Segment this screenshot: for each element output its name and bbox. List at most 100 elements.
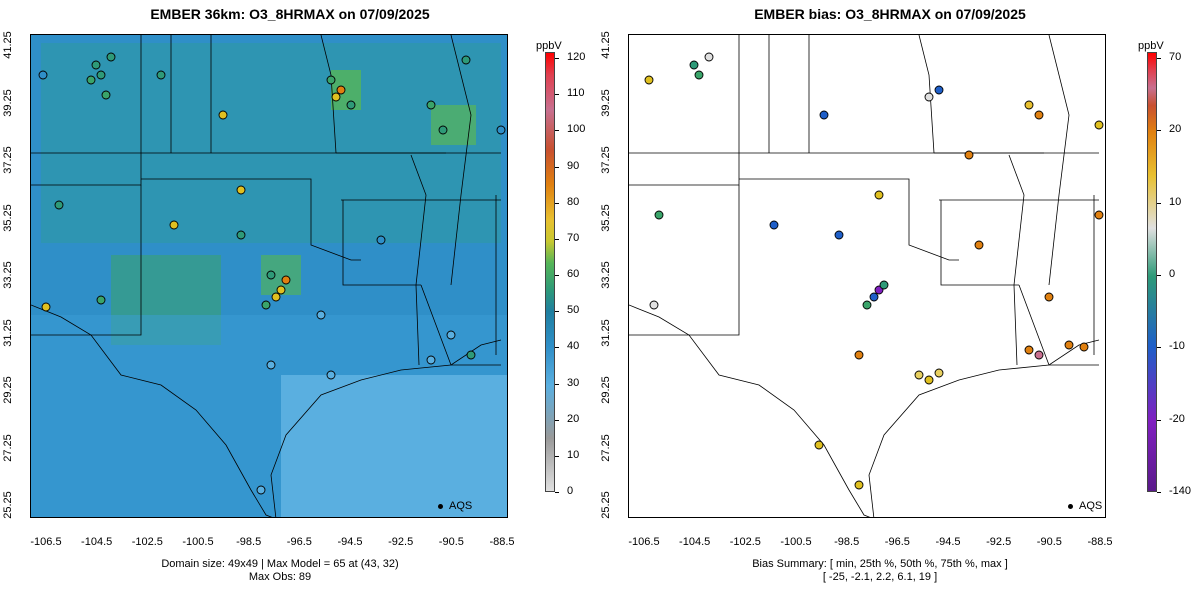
obs-point	[101, 90, 111, 100]
obs-point	[376, 235, 386, 245]
obs-point	[261, 300, 271, 310]
bias-point	[934, 85, 944, 95]
bias-point	[1094, 210, 1104, 220]
obs-point	[336, 85, 346, 95]
bias-legend: AQS	[1068, 500, 1102, 512]
obs-point	[346, 100, 356, 110]
bias-map-svg	[629, 35, 1105, 517]
bias-point	[814, 440, 824, 450]
colorbar-tick-mark	[1157, 347, 1161, 349]
obs-point	[91, 60, 101, 70]
obs-point	[461, 55, 471, 65]
bias-point	[879, 280, 889, 290]
bias-point	[644, 75, 654, 85]
bias-point	[924, 92, 934, 102]
bias-map-title: EMBER bias: O3_8HRMAX on 07/09/2025	[754, 6, 1026, 22]
obs-point	[326, 75, 336, 85]
lat-tick-label: 41.25	[1, 31, 14, 59]
state-borders	[629, 35, 1099, 366]
model-footer-line2: Max Obs: 89	[248, 571, 312, 583]
colorbar-tick-mark	[1157, 275, 1161, 276]
obs-point	[266, 360, 276, 370]
colorbar-tick-label: 20	[1169, 123, 1182, 136]
colorbar-tick-mark	[555, 311, 559, 313]
colorbar-tick-label: 30	[567, 376, 580, 389]
obs-point	[426, 355, 436, 365]
obs-point	[438, 125, 448, 135]
lon-tick-label: -98.5	[236, 536, 262, 548]
colorbar-tick-label: 20	[567, 412, 580, 425]
lon-tick-label: -92.5	[388, 536, 414, 548]
obs-point	[496, 125, 506, 135]
bias-point	[1044, 292, 1054, 302]
colorbar-tick-mark	[555, 58, 559, 59]
colorbar-tick-mark	[555, 419, 559, 421]
colorbar-tick-mark	[555, 166, 559, 168]
bias-point	[1024, 100, 1034, 110]
aqs-marker-icon	[1068, 503, 1073, 509]
bias-point	[694, 70, 704, 80]
model-map-title: EMBER 36km: O3_8HRMAX on 07/09/2025	[150, 6, 430, 22]
bias-footer-line1: Bias Summary: [ min, 25th %, 50th %, 75t…	[752, 558, 1008, 570]
lat-tick-label: 35.25	[599, 203, 612, 232]
observation-sites	[38, 52, 506, 495]
bias-point	[862, 300, 872, 310]
colorbar-tick-mark	[1157, 419, 1161, 421]
lat-tick-label: 31.25	[1, 318, 14, 347]
model-map-svg	[31, 35, 507, 517]
bias-panel: EMBER bias: O3_8HRMAX on 07/09/2025	[600, 0, 1200, 600]
colorbar-tick-mark	[1157, 58, 1161, 59]
lat-tick-label: 37.25	[1, 146, 14, 174]
lat-tick-label: 29.25	[599, 376, 612, 404]
obs-point	[106, 52, 116, 62]
bias-point	[654, 210, 664, 220]
bias-point	[1034, 350, 1044, 360]
lon-tick-label: -100.5	[780, 536, 812, 548]
lat-tick-label: 39.25	[599, 88, 612, 117]
obs-point	[256, 485, 266, 495]
obs-point	[446, 330, 456, 340]
bias-legend-label: AQS	[1079, 500, 1103, 512]
lat-tick-label: 41.25	[599, 31, 612, 59]
model-field-gulf	[281, 375, 507, 517]
aqs-marker-icon	[438, 503, 443, 509]
lon-tick-label: -94.5	[935, 536, 961, 548]
colorbar-tick-mark	[1157, 202, 1161, 204]
colorbar-tick-label: 120	[567, 51, 586, 63]
lon-tick-label: -102.5	[729, 536, 761, 548]
lon-tick-label: -92.5	[986, 536, 1012, 548]
bias-colorbar	[1147, 52, 1157, 492]
bias-point	[854, 350, 864, 360]
bias-point	[1064, 340, 1074, 350]
model-footer-line1: Domain size: 49x49 | Max Model = 65 at (…	[161, 558, 399, 570]
bias-map	[628, 34, 1106, 518]
model-panel: EMBER 36km: O3_8HRMAX on 07/09/2025	[1, 6, 586, 583]
coastline	[629, 304, 1100, 517]
obs-point	[271, 292, 281, 302]
obs-point	[156, 70, 166, 80]
obs-point	[96, 70, 106, 80]
obs-point	[316, 310, 326, 320]
bias-point	[769, 220, 779, 230]
colorbar-tick-label: 90	[567, 159, 580, 172]
colorbar-tick-label: 10	[567, 448, 580, 461]
lon-tick-label: -94.5	[337, 536, 363, 548]
bias-footer-line2: [ -25, -2.1, 2.2, 6.1, 19 ]	[822, 571, 938, 583]
model-legend-label: AQS	[449, 500, 473, 512]
colorbar-tick-mark	[555, 94, 559, 96]
bias-point	[934, 368, 944, 378]
colorbar-tick-label: 70	[1169, 51, 1182, 63]
colorbar-tick-label: 80	[567, 195, 580, 208]
lat-tick-label: 39.25	[1, 88, 14, 117]
colorbar-tick-label: 0	[567, 485, 574, 497]
colorbar-tick-mark	[555, 202, 559, 204]
model-colorbar-title: ppbV	[536, 40, 562, 52]
lon-tick-label: -106.5	[628, 536, 660, 548]
bias-point	[914, 370, 924, 380]
colorbar-tick-mark	[555, 347, 559, 349]
bias-point	[1094, 120, 1104, 130]
lon-tick-label: -90.5	[1036, 536, 1062, 548]
obs-point	[41, 302, 51, 312]
bias-point	[874, 190, 884, 200]
obs-point	[266, 270, 276, 280]
